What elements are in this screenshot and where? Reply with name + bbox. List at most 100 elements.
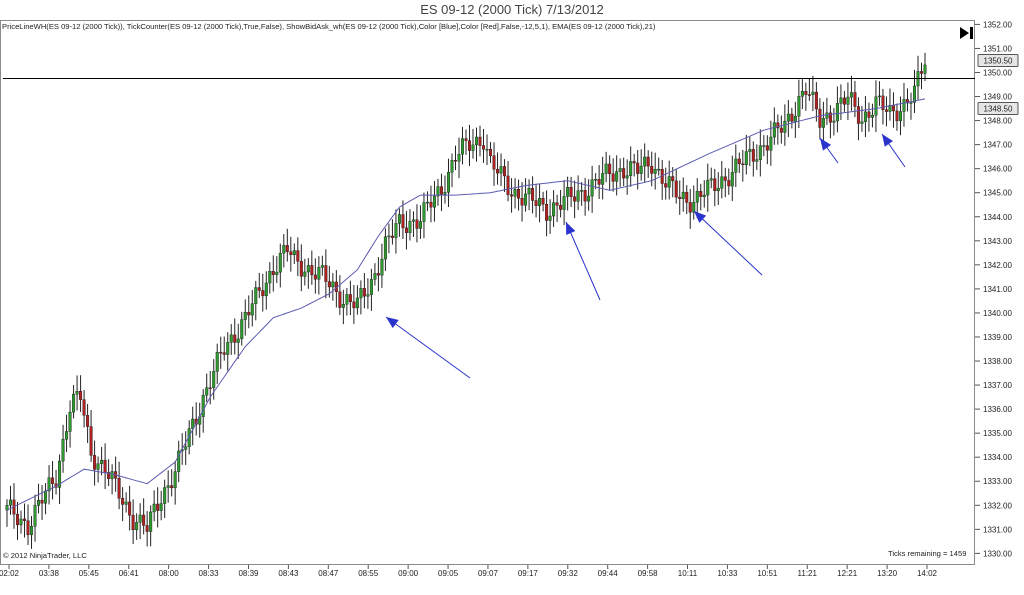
candle-body — [177, 450, 181, 472]
candle-body — [853, 92, 857, 107]
annotation-arrow-head — [386, 317, 399, 329]
candle-body — [145, 525, 149, 532]
candle-body — [898, 111, 902, 122]
candle-body — [40, 499, 44, 504]
candle-body — [390, 235, 394, 238]
candle-body — [895, 110, 899, 122]
x-axis-tick-label: 10:33 — [717, 569, 738, 578]
candle-body — [376, 273, 380, 276]
annotation-arrow-head — [566, 222, 576, 235]
x-axis-tick-label: 08:00 — [159, 569, 180, 578]
candle-body — [422, 202, 426, 222]
candle-body — [667, 176, 671, 188]
candle-body — [128, 501, 132, 516]
candle-body — [348, 294, 352, 303]
candle-body — [594, 179, 598, 181]
candle-body — [737, 158, 741, 164]
candle-body — [429, 201, 433, 208]
candle-body — [233, 334, 237, 343]
candle-body — [373, 273, 377, 280]
price-label: 1350.50 — [984, 56, 1013, 65]
candle-body — [867, 111, 871, 118]
candle-body — [44, 490, 48, 504]
candle-body — [453, 160, 457, 162]
candle-body — [923, 64, 927, 74]
candle-body — [355, 297, 359, 309]
candle-body — [856, 106, 860, 124]
candle-body — [149, 511, 153, 532]
indicators-legend: PriceLineWH(ES 09-12 (2000 Tick)), TickC… — [2, 22, 656, 31]
candle-body — [783, 120, 787, 133]
candle-body — [341, 303, 345, 308]
candle-body — [439, 186, 443, 195]
candle-body — [776, 122, 780, 129]
x-axis-tick-label: 05:45 — [79, 569, 100, 578]
candle-body — [401, 214, 405, 229]
candle-body — [835, 103, 839, 122]
candle-body — [615, 171, 619, 182]
candle-body — [299, 261, 303, 277]
candle-body — [671, 176, 675, 182]
ticks-remaining-text: Ticks remaining = 1459 — [888, 549, 967, 558]
candle-body — [51, 477, 55, 484]
annotation-arrow-head — [882, 134, 893, 147]
candle-body — [380, 258, 384, 276]
candle-body — [268, 271, 272, 284]
candle-body — [485, 148, 489, 151]
x-axis-tick-label: 13:20 — [877, 569, 898, 578]
candle-body — [685, 191, 689, 203]
x-axis-tick-label: 02:02 — [0, 569, 20, 578]
candle-body — [919, 71, 923, 74]
y-axis-tick-label: 1350.00 — [983, 68, 1012, 77]
candle-body — [646, 156, 650, 167]
y-axis-tick-label: 1331.00 — [983, 525, 1012, 534]
candle-body — [629, 161, 633, 176]
candle-body — [492, 155, 496, 170]
candle-body — [250, 303, 254, 316]
x-axis-tick-label: 08:39 — [238, 569, 259, 578]
candle-body — [538, 198, 542, 206]
candle-body — [545, 204, 549, 221]
candle-body — [468, 140, 472, 151]
candle-body — [366, 294, 370, 297]
candle-body — [103, 459, 107, 473]
candle-body — [881, 95, 885, 110]
candle-body — [657, 168, 661, 171]
candle-body — [247, 312, 251, 316]
candle-body — [138, 514, 142, 523]
candle-body — [503, 166, 507, 177]
x-axis-tick-label: 09:58 — [638, 569, 659, 578]
candle-body — [604, 163, 608, 174]
candle-body — [842, 97, 846, 105]
candle-body — [702, 194, 706, 197]
candle-body — [404, 227, 408, 233]
candle-body — [23, 518, 27, 521]
candle-body — [5, 505, 9, 511]
candle-body — [226, 342, 230, 355]
candle-body — [664, 183, 668, 188]
candle-body — [601, 173, 605, 185]
candle-body — [653, 169, 657, 174]
candle-body — [65, 431, 69, 440]
y-axis-tick-label: 1349.00 — [983, 93, 1012, 102]
y-axis-tick-label: 1336.00 — [983, 405, 1012, 414]
candle-body — [709, 178, 713, 181]
candle-body — [874, 96, 878, 116]
candle-body — [152, 503, 156, 513]
candle-body — [692, 202, 696, 213]
candle-body — [541, 198, 545, 205]
candle-body — [573, 196, 577, 202]
x-axis-tick-label: 11:21 — [798, 569, 818, 578]
candle-body — [397, 214, 401, 224]
candle-body — [282, 245, 286, 254]
skip-to-end-icon[interactable] — [956, 24, 976, 42]
candle-body — [236, 338, 240, 343]
candle-body — [124, 501, 128, 505]
candle-body — [800, 91, 804, 97]
candle-body — [839, 97, 843, 104]
candle-body — [261, 290, 265, 297]
candle-body — [82, 399, 86, 416]
candle-body — [285, 245, 289, 252]
candle-body — [527, 188, 531, 195]
